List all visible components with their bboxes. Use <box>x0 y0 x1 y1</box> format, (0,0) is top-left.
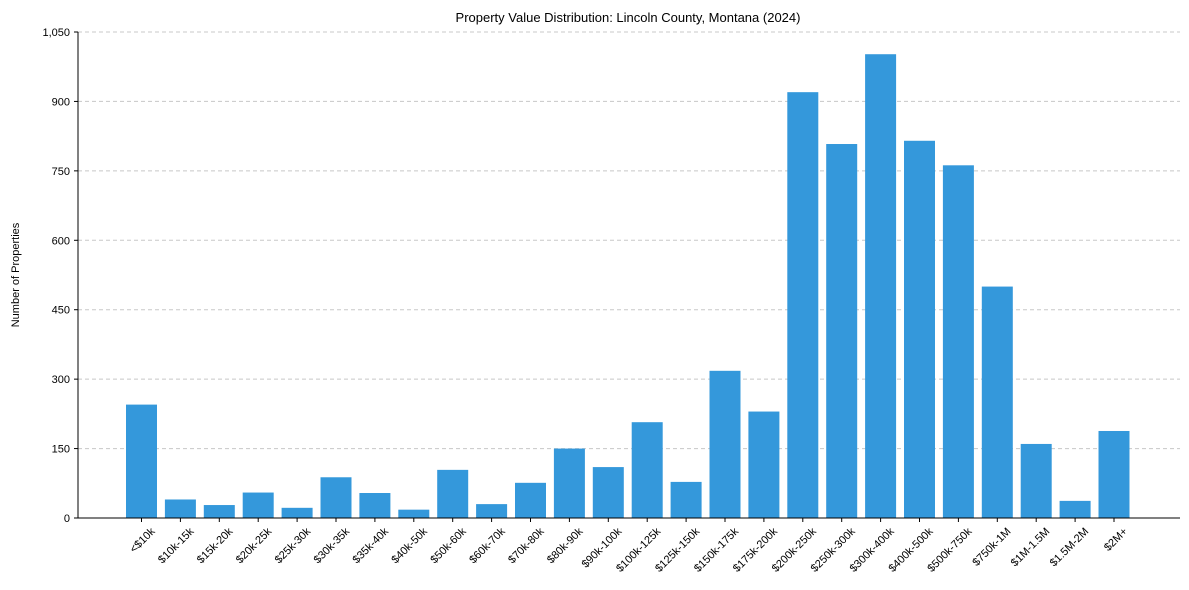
bar <box>670 481 702 518</box>
bar <box>126 404 157 518</box>
bar <box>748 411 780 518</box>
bar <box>203 505 235 518</box>
x-tick-label: $25k-30k <box>273 525 314 566</box>
x-tick-label: $10k-15k <box>156 525 197 566</box>
bar <box>398 509 430 518</box>
x-tick-label: $60k-70k <box>467 525 508 566</box>
y-tick-label: 750 <box>52 166 70 178</box>
x-axis-ticks: <$10k$10k-15k$15k-20k$20k-25k$25k-30k$30… <box>128 518 1130 575</box>
y-tick-label: 600 <box>52 235 70 247</box>
bar <box>437 469 469 518</box>
bar <box>865 54 897 519</box>
x-tick-label: $40k-50k <box>389 525 430 566</box>
x-tick-label: $750k-1M <box>970 526 1013 569</box>
y-axis-ticks: 0 150 300 450 600 750 900 1,050 <box>42 27 78 525</box>
x-tick-label: $70k-80k <box>506 525 547 566</box>
bar <box>709 370 741 518</box>
x-tick-label: $20k-25k <box>234 525 275 566</box>
bar <box>281 507 313 518</box>
bar <box>631 422 663 518</box>
x-tick-label: $15k-20k <box>195 525 236 566</box>
bar <box>476 504 508 518</box>
x-tick-label: <$10k <box>128 525 158 555</box>
x-tick-label: $35k-40k <box>351 525 392 566</box>
bar <box>359 493 391 518</box>
bar <box>592 467 624 518</box>
y-tick-label: 150 <box>52 444 70 456</box>
bar <box>1020 443 1052 518</box>
bar <box>515 482 546 518</box>
chart-title: Property Value Distribution: Lincoln Cou… <box>456 10 801 25</box>
y-tick-label: 0 <box>64 513 70 525</box>
x-tick-label: $30k-35k <box>312 525 353 566</box>
bar <box>164 499 196 518</box>
x-tick-label: $1M-1.5M <box>1009 526 1053 570</box>
bar <box>553 448 585 518</box>
bar <box>1098 430 1130 518</box>
bar <box>320 477 352 518</box>
y-tick-label: 900 <box>52 96 70 108</box>
bar <box>904 140 935 518</box>
x-tick-label: $80k-90k <box>545 525 586 566</box>
bar <box>826 144 858 519</box>
x-tick-label: $2M+ <box>1102 526 1130 554</box>
bars <box>126 54 1130 519</box>
bar <box>242 492 274 518</box>
x-tick-label: $50k-60k <box>428 525 469 566</box>
bar <box>1059 500 1091 518</box>
y-tick-label: 300 <box>52 374 70 386</box>
grid-lines <box>78 31 1180 450</box>
bar <box>787 92 819 519</box>
y-tick-label: 450 <box>52 305 70 317</box>
bar <box>981 286 1013 518</box>
y-tick-label: 1,050 <box>42 27 70 39</box>
y-axis-label: Number of Properties <box>10 222 22 327</box>
x-tick-label: $1.5M-2M <box>1048 526 1092 570</box>
bar <box>942 165 974 518</box>
